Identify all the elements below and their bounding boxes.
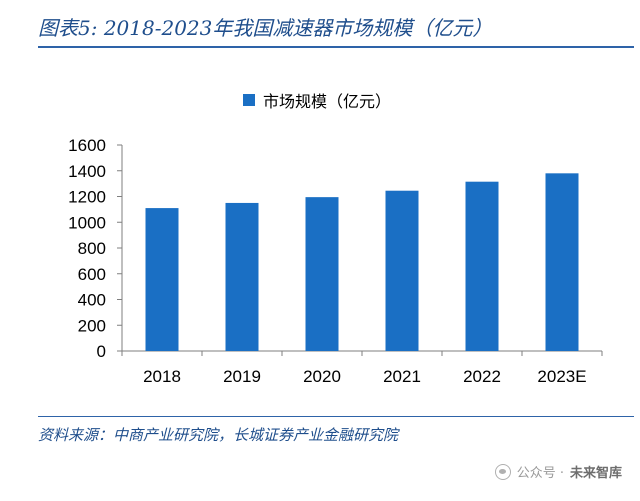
- figure-title: 图表5: 2018-2023年我国减速器市场规模（亿元）: [38, 16, 493, 40]
- wechat-icon: [494, 463, 511, 480]
- bar-2019: [225, 202, 259, 351]
- bar-2018: [145, 208, 179, 351]
- bar-2022: [465, 181, 499, 351]
- source-divider: [38, 416, 634, 417]
- watermark-name: 未来智库: [569, 466, 622, 481]
- x-tick-label: 2021: [383, 367, 421, 386]
- legend-label: 市场规模（亿元）: [263, 92, 391, 111]
- y-tick-label: 800: [78, 239, 106, 258]
- x-tick-label: 2018: [143, 367, 181, 386]
- x-tick-label: 2020: [303, 367, 341, 386]
- chart-bars: [145, 173, 579, 351]
- watermark: 公众号 · 未来智库: [494, 462, 622, 481]
- x-tick-label: 2019: [223, 367, 261, 386]
- y-tick-label: 1200: [68, 188, 106, 207]
- x-tick-label: 2022: [463, 367, 501, 386]
- y-tick-label: 600: [78, 265, 106, 284]
- source-note: 资料来源：中商产业研究院，长城证券产业金融研究院: [38, 426, 399, 444]
- y-tick-label: 0: [97, 342, 106, 361]
- y-tick-label: 1400: [68, 162, 106, 181]
- chart-legend: 市场规模（亿元）: [243, 92, 391, 111]
- y-axis-ticks: 0 200 400 600 800 1000 1200 1400 1600: [68, 136, 122, 361]
- bar-2020: [305, 197, 339, 351]
- bar-2023E: [545, 173, 579, 351]
- chart-axes: [121, 145, 603, 356]
- legend-swatch: [243, 94, 255, 106]
- y-tick-label: 200: [78, 316, 106, 335]
- title-divider: [38, 46, 634, 48]
- watermark-prefix: 公众号 ·: [516, 466, 564, 481]
- y-tick-label: 1000: [68, 213, 106, 232]
- x-tick-label: 2023E: [537, 367, 586, 386]
- x-axis-labels: 2018 2019 2020 2021 2022 2023E: [143, 367, 587, 386]
- y-tick-label: 400: [78, 291, 106, 310]
- y-tick-label: 1600: [68, 136, 106, 155]
- bar-2021: [385, 190, 419, 351]
